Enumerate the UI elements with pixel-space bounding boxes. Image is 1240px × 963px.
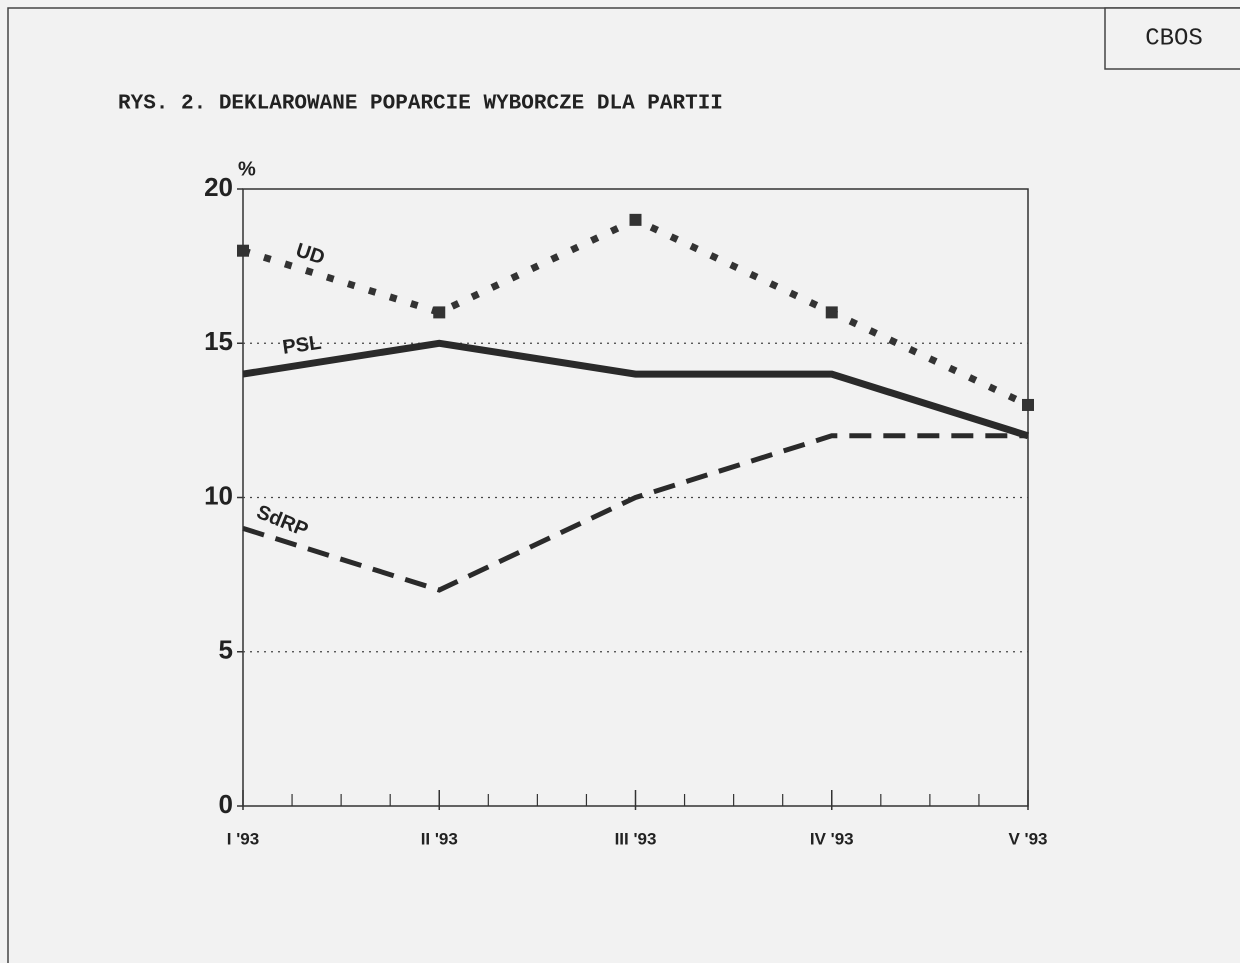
series-line xyxy=(242,433,1028,593)
source: CBOS xyxy=(1145,25,1203,52)
series-label: PSL xyxy=(281,332,323,359)
y-axis-label: % xyxy=(238,158,256,180)
y-tick-label: 10 xyxy=(204,480,233,510)
x-tick-label: I '93 xyxy=(227,829,259,848)
chart-title: RYS. 2. DEKLAROWANE POPARCIE WYBORCZE DL… xyxy=(118,93,723,116)
y-tick-label: 0 xyxy=(219,789,233,819)
x-tick-label: II '93 xyxy=(421,829,458,848)
point xyxy=(825,306,838,319)
y-tick-label: 5 xyxy=(219,635,233,665)
series-line xyxy=(242,339,1030,440)
point xyxy=(629,213,642,226)
y-tick-label: 15 xyxy=(204,326,233,356)
point xyxy=(1022,398,1034,411)
x-tick-label: III '93 xyxy=(615,829,657,848)
point xyxy=(433,306,446,319)
source-box xyxy=(1104,7,1240,70)
x-tick-label: IV '93 xyxy=(810,829,854,848)
point xyxy=(237,244,249,257)
x-tick-label: V '93 xyxy=(1008,829,1047,848)
y-tick-label: 20 xyxy=(204,172,233,202)
